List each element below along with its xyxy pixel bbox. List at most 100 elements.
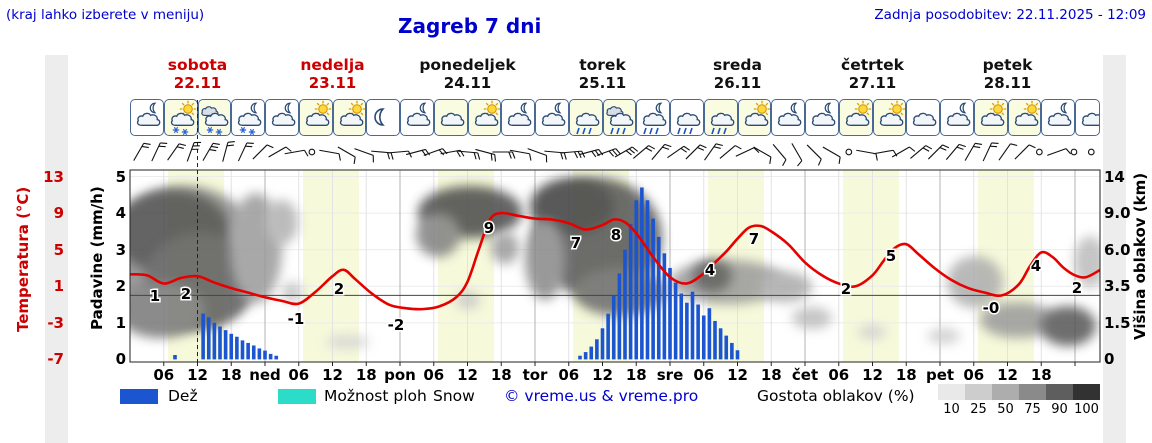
sun-cloud-icon xyxy=(474,100,500,126)
x-tick-label: 06 xyxy=(153,366,175,384)
weather-icon-cell xyxy=(1041,99,1075,136)
temp-value-label: 4 xyxy=(705,261,715,279)
moon-cloud-icon xyxy=(136,102,161,126)
day-date: 27.11 xyxy=(848,74,897,92)
temp-value-label: -1 xyxy=(288,310,305,328)
weather-icon-cell xyxy=(771,99,805,136)
precip-bars xyxy=(173,187,740,360)
precip-tick: 4 xyxy=(115,204,126,223)
weather-icon-cell xyxy=(703,99,738,136)
x-tick-label: čet xyxy=(791,366,819,384)
weather-icon-cell xyxy=(366,99,400,136)
rain-label: Dež xyxy=(168,387,198,405)
x-tick-label: 12 xyxy=(187,366,208,384)
right-axis-strip xyxy=(1103,55,1126,443)
weather-icon-cell xyxy=(197,99,232,136)
clouds-rain-icon xyxy=(605,106,633,135)
temp-tick: 9 xyxy=(53,204,64,223)
weather-icon-cell xyxy=(400,99,434,136)
weather-icon-cell xyxy=(265,99,299,136)
cloud-rain-icon xyxy=(676,112,701,135)
x-tick-label: 06 xyxy=(423,366,445,384)
x-tick-label: pet xyxy=(925,366,955,384)
moon-cloud-rain-icon xyxy=(643,102,667,135)
day-name: nedelja xyxy=(300,56,365,74)
x-tick-label: 18 xyxy=(625,366,647,384)
weather-icon-cell xyxy=(467,99,502,136)
cloud-density-label: Gostota oblakov (%) xyxy=(757,387,915,405)
x-tick-label: tor xyxy=(522,366,548,384)
temp-value-label: 2 xyxy=(1072,279,1082,297)
showers-label: Možnost ploh xyxy=(324,387,427,405)
day-date: 22.11 xyxy=(173,74,222,92)
cloud-tick: 6.0 xyxy=(1104,240,1131,259)
weather-icon-cell xyxy=(602,99,637,136)
weather-icon-cell xyxy=(332,99,367,136)
x-tick-label: ned xyxy=(249,366,281,384)
showers-swatch xyxy=(278,389,316,404)
day-name: četrtek xyxy=(841,56,904,74)
temp-tick: -3 xyxy=(47,313,64,332)
cloud-icon xyxy=(913,112,937,126)
x-tick-label: 06 xyxy=(963,366,985,384)
x-tick-label: 12 xyxy=(322,366,343,384)
page-title: Zagreb 7 dni xyxy=(398,14,542,38)
sun-cloud-icon xyxy=(1014,100,1040,126)
cloud-rain-icon xyxy=(575,112,600,135)
weather-icon-cell xyxy=(1007,99,1042,136)
last-update: Zadnja posodobitev: 22.11.2025 - 12:09 xyxy=(874,7,1146,23)
sun-cloud-icon xyxy=(305,100,331,126)
temp-value-label: 7 xyxy=(571,234,581,252)
snow-label: Snow xyxy=(433,387,475,405)
density-tick: 100 xyxy=(1074,402,1099,417)
density-tick: 75 xyxy=(1024,402,1041,417)
weather-icon-cell xyxy=(163,99,198,136)
temp-value-label: 1 xyxy=(150,287,160,305)
day-date: 28.11 xyxy=(983,74,1032,92)
moon-cloud-icon xyxy=(946,102,971,126)
day-name: sobota xyxy=(167,56,228,74)
density-swatch xyxy=(1019,384,1046,400)
moon-cloud-icon xyxy=(508,102,532,126)
weather-icon-cell xyxy=(130,99,164,136)
day-date: 25.11 xyxy=(578,74,627,92)
weather-icon-cell xyxy=(940,99,974,136)
left-axis-strip xyxy=(45,55,68,443)
wind-barbs xyxy=(133,141,1095,167)
daylight-bands xyxy=(130,170,1100,362)
day-date: 26.11 xyxy=(713,74,762,92)
cloud-shading xyxy=(130,178,1100,349)
cloud-tick: 3.5 xyxy=(1104,277,1131,296)
day-date: 23.11 xyxy=(308,74,357,92)
moon-cloud-icon xyxy=(811,102,836,126)
density-swatch xyxy=(938,384,965,400)
x-tick-label: 18 xyxy=(895,366,917,384)
day-name: sreda xyxy=(713,56,762,74)
moon-icon xyxy=(374,108,386,126)
temperature-line xyxy=(130,211,1100,311)
weather-icon-cell xyxy=(805,99,839,136)
temp-value-label: 7 xyxy=(749,230,759,248)
weather-icon-cell xyxy=(670,99,704,136)
temp-value-label: 2 xyxy=(181,285,191,303)
weather-icon-cell xyxy=(433,99,468,136)
precip-tick: 2 xyxy=(115,277,126,296)
x-tick-label: 12 xyxy=(862,366,883,384)
temp-value-label: 5 xyxy=(886,247,896,265)
sun-cloud-snow-icon xyxy=(170,100,196,135)
cloud-icon xyxy=(440,112,465,126)
weather-icon-cell xyxy=(231,99,265,136)
weather-icon-cell xyxy=(838,99,873,136)
density-tick: 25 xyxy=(970,402,987,417)
x-tick-label: 12 xyxy=(997,366,1018,384)
density-swatch xyxy=(965,384,992,400)
x-tick-label: 18 xyxy=(220,366,242,384)
weather-icon-cell xyxy=(535,99,569,136)
sun-cloud-icon xyxy=(980,100,1006,126)
copyright-link[interactable]: © vreme.us & vreme.pro xyxy=(504,387,699,405)
x-tick-label: 18 xyxy=(490,366,512,384)
menu-hint: (kraj lahko izberete v meniju) xyxy=(6,7,205,23)
sun-cloud-icon xyxy=(339,100,365,126)
moon-cloud-icon xyxy=(778,102,802,126)
